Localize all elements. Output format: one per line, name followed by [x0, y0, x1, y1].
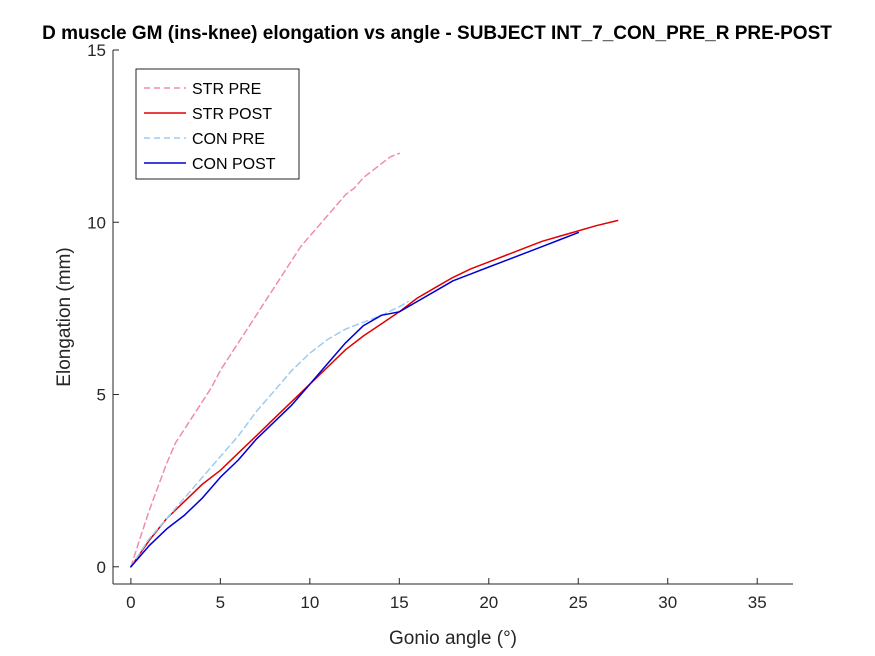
x-tick-label: 25 [569, 593, 588, 612]
x-tick-label: 0 [126, 593, 135, 612]
y-tick-label: 5 [97, 386, 106, 405]
y-tick-label: 10 [87, 213, 106, 232]
x-tick-label: 35 [748, 593, 767, 612]
chart-title: D muscle GM (ins-knee) elongation vs ang… [42, 23, 832, 44]
legend-box [135, 68, 300, 180]
legend: STR PRE STR POST CON PRE CON POST [135, 68, 300, 180]
legend-label: CON PRE [192, 131, 265, 148]
y-tick-label: 15 [87, 41, 106, 60]
y-axis-label: Elongation (mm) [54, 247, 75, 386]
x-tick-label: 15 [390, 593, 409, 612]
series-line-str-pre [130, 152, 401, 568]
series-line-con-post [130, 231, 580, 568]
legend-label: CON POST [192, 156, 276, 173]
legend-label: STR POST [192, 106, 272, 123]
series-line-str-post [130, 219, 619, 568]
x-axis-label: Gonio angle (°) [389, 628, 517, 649]
y-tick-label: 0 [97, 558, 106, 577]
x-tick-label: 5 [216, 593, 225, 612]
legend-label: STR PRE [192, 81, 261, 98]
series-layer [130, 152, 619, 568]
x-tick-label: 30 [658, 593, 677, 612]
x-tick-label: 20 [479, 593, 498, 612]
axes: 0 5 10 15 20 25 30 35 0 5 10 15 [87, 41, 793, 612]
x-tick-label: 10 [300, 593, 319, 612]
